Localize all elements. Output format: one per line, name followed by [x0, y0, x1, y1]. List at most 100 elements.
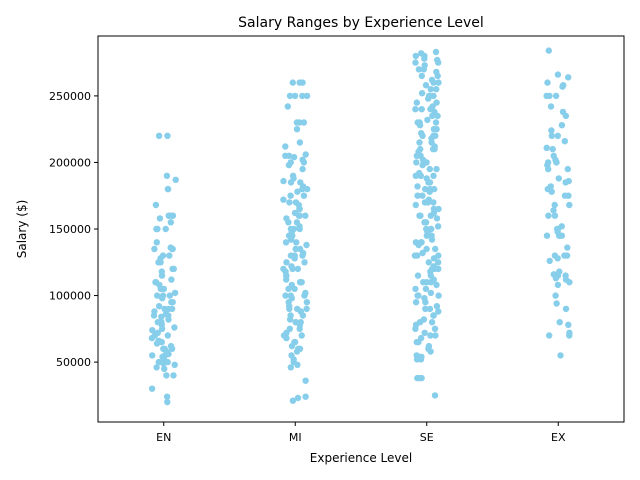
data-point-mi — [285, 161, 293, 169]
data-point-se — [419, 161, 426, 169]
data-point-se — [432, 245, 439, 253]
data-point-ex — [544, 79, 551, 86]
data-point-en — [166, 292, 173, 299]
data-point-ex — [564, 244, 571, 251]
data-point-se — [427, 289, 435, 297]
data-point-mi — [296, 119, 303, 126]
data-point-mi — [280, 196, 287, 203]
data-point-en — [166, 252, 173, 259]
data-point-mi — [291, 92, 299, 100]
data-point-se — [427, 212, 434, 219]
data-point-mi — [290, 153, 298, 161]
data-point-en — [165, 305, 172, 313]
data-point-ex — [561, 192, 569, 199]
y-axis-ticks: 50000 100000 150000 200000 250000 — [49, 90, 98, 369]
data-point-mi — [296, 79, 303, 86]
data-point-en — [168, 299, 175, 306]
data-point-mi — [283, 259, 290, 266]
data-point-se — [418, 106, 425, 113]
data-point-mi — [285, 152, 293, 159]
data-point-se — [423, 245, 430, 253]
data-point-mi — [296, 279, 304, 286]
data-point-en — [148, 334, 156, 342]
data-point-en — [168, 245, 176, 253]
data-point-se — [430, 312, 437, 319]
data-point-mi — [300, 159, 308, 166]
data-point-ex — [545, 47, 552, 54]
data-point-se — [430, 79, 437, 86]
data-point-ex — [548, 132, 555, 139]
data-point-se — [412, 285, 419, 293]
data-point-en — [149, 327, 156, 334]
data-point-se — [428, 236, 436, 243]
data-point-mi — [293, 239, 300, 246]
data-point-mi — [291, 255, 298, 262]
data-point-se — [429, 112, 436, 120]
data-point-mi — [282, 143, 289, 150]
data-point-mi — [284, 103, 291, 110]
data-point-mi — [296, 325, 303, 332]
data-point-mi — [286, 199, 293, 206]
y-tick-label: 100000 — [49, 290, 91, 303]
data-point-se — [413, 99, 420, 106]
data-point-ex — [550, 207, 557, 214]
data-point-se — [414, 183, 421, 190]
data-point-en — [161, 365, 168, 372]
data-point-se — [422, 82, 430, 89]
data-point-se — [424, 116, 431, 124]
x-axis-label: Experience Level — [310, 451, 412, 465]
data-point-se — [427, 332, 434, 339]
data-point-se — [432, 119, 440, 126]
data-point-mi — [296, 212, 303, 219]
data-point-ex — [554, 255, 561, 262]
data-point-se — [419, 192, 426, 199]
data-point-ex — [565, 74, 572, 81]
data-point-en — [158, 338, 165, 346]
y-tick-label: 150000 — [49, 223, 91, 236]
data-point-mi — [298, 332, 305, 339]
data-point-se — [433, 99, 440, 106]
x-axis-ticks: EN MI SE EX — [156, 422, 566, 444]
data-point-en — [156, 215, 164, 222]
data-point-se — [433, 215, 441, 222]
data-point-mi — [294, 265, 302, 273]
chart-title: Salary Ranges by Experience Level — [238, 15, 484, 31]
data-point-en — [151, 245, 158, 253]
data-point-mi — [289, 79, 296, 86]
data-point-se — [418, 374, 425, 382]
data-point-se — [421, 329, 428, 336]
data-point-ex — [548, 127, 555, 134]
data-point-en — [148, 385, 156, 392]
data-point-mi — [286, 316, 294, 323]
data-point-se — [430, 126, 438, 133]
data-point-ex — [566, 279, 573, 286]
data-point-se — [415, 241, 422, 249]
data-point-ex — [552, 92, 560, 100]
data-point-mi — [299, 252, 306, 259]
data-point-mi — [292, 245, 299, 253]
data-point-se — [423, 232, 430, 239]
data-point-se — [416, 212, 423, 219]
data-point-mi — [302, 377, 309, 384]
data-point-ex — [566, 332, 573, 339]
data-point-ex — [556, 319, 563, 326]
data-point-en — [160, 360, 167, 367]
data-point-ex — [559, 83, 566, 90]
data-point-ex — [564, 165, 571, 173]
data-point-se — [434, 72, 441, 80]
data-point-se — [425, 179, 432, 186]
data-point-ex — [562, 112, 570, 120]
data-point-en — [149, 352, 156, 359]
data-point-ex — [547, 103, 555, 110]
data-point-mi — [294, 361, 301, 368]
data-point-en — [155, 303, 163, 310]
data-point-mi — [299, 312, 307, 319]
data-point-ex — [543, 144, 550, 151]
data-point-en — [168, 276, 175, 283]
data-point-en — [152, 201, 160, 209]
data-point-se — [412, 201, 419, 209]
data-point-se — [432, 48, 440, 56]
data-point-se — [418, 72, 425, 80]
data-point-se — [422, 305, 429, 313]
data-point-en — [164, 132, 171, 139]
